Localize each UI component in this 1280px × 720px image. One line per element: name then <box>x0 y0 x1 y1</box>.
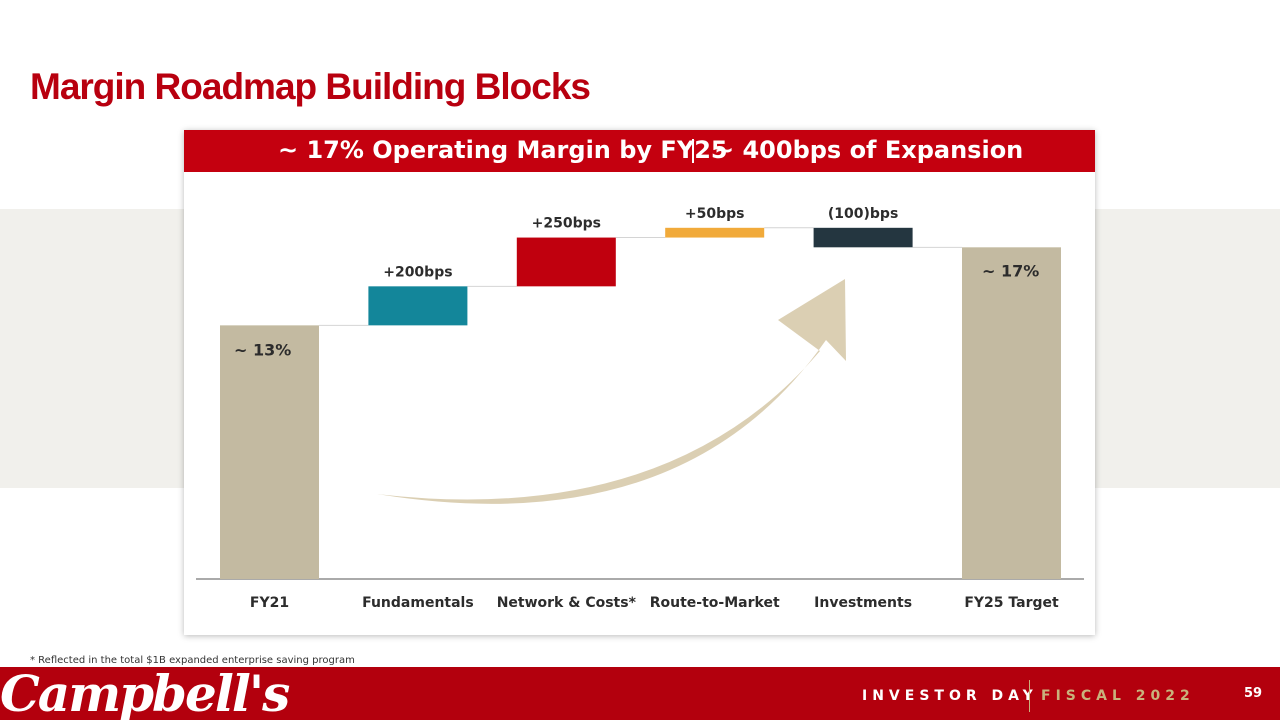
bar-network-costs <box>516 237 616 287</box>
footer-bar <box>0 667 1280 720</box>
footer-event: INVESTOR DAY <box>862 688 1038 704</box>
x-tick-label-fundamentals: Fundamentals <box>362 595 474 611</box>
banner-divider <box>692 139 694 163</box>
bar-fundamentals <box>368 286 468 326</box>
footer-divider <box>1029 680 1030 712</box>
x-tick-label-fy25-target: FY25 Target <box>964 595 1059 611</box>
x-tick-label-fy21: FY21 <box>250 595 289 611</box>
x-tick-label-route-to-market: Route-to-Market <box>650 595 780 611</box>
footnote: * Reflected in the total $1B expanded en… <box>30 655 355 666</box>
waterfall-chart: ~ 13% FY21 +200bps Fundamentals +250bps Netwo… <box>196 206 1084 611</box>
x-tick-label-network-costs: Network & Costs* <box>497 595 637 611</box>
headline-banner: ~ 17% Operating Margin by FY25 ~ 400bps … <box>184 130 1095 172</box>
data-label-network-costs: +250bps <box>532 216 601 232</box>
chart-card: ~ 17% Operating Margin by FY25 ~ 400bps … <box>184 130 1095 635</box>
campbells-logo: Campbell's <box>0 664 290 720</box>
x-tick-label-investments: Investments <box>814 595 912 611</box>
bar-fy21 <box>220 325 319 579</box>
bar-fy25-target <box>962 247 1061 579</box>
bar-investments <box>813 227 913 248</box>
banner-margin-target: ~ 17% Operating Margin by FY25 <box>278 136 728 164</box>
footer-fiscal-year: FISCAL 2022 <box>1041 688 1195 704</box>
data-label-investments: (100)bps <box>828 206 898 222</box>
data-label-fy25-target: ~ 17% <box>982 261 1039 280</box>
banner-expansion: ~ 400bps of Expansion <box>714 136 1024 164</box>
bar-route-to-market <box>665 227 765 238</box>
data-label-route-to-market: +50bps <box>685 206 745 222</box>
page-number: 59 <box>1244 686 1263 701</box>
page-title: Margin Roadmap Building Blocks <box>30 66 591 107</box>
data-label-fy21: ~ 13% <box>234 340 291 359</box>
data-label-fundamentals: +200bps <box>383 264 452 280</box>
